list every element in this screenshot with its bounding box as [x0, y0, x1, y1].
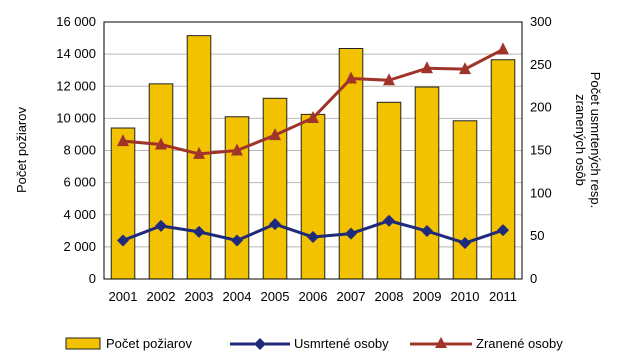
diamond-marker	[269, 218, 281, 231]
left-tick-label: 12 000	[56, 78, 96, 93]
legend-label-bars: Počet požiarov	[106, 336, 192, 351]
x-tick-label: 2005	[261, 289, 290, 304]
x-tick-label: 2011	[489, 289, 517, 304]
right-tick-label: 0	[530, 271, 537, 286]
x-tick-label: 2001	[109, 289, 138, 304]
legend-diamond-marker	[254, 338, 266, 350]
legend-item-injured: Zranené osoby	[410, 336, 563, 351]
diamond-marker	[345, 227, 357, 240]
bar	[452, 120, 478, 280]
right-tick-label: 200	[530, 100, 552, 115]
triangle-marker	[307, 110, 319, 123]
bar	[376, 101, 402, 280]
x-tick-label: 2006	[299, 289, 328, 304]
bar	[110, 127, 136, 280]
bar	[414, 86, 440, 280]
left-tick-label: 2 000	[63, 239, 96, 254]
right-tick-label: 150	[530, 143, 552, 158]
left-tick-label: 16 000	[56, 14, 96, 29]
x-tick-label: 2010	[451, 289, 480, 304]
right-axis-title-line-2: zranených osôb	[573, 94, 588, 186]
line-series	[117, 42, 509, 250]
left-axis-ticks: 0 2 000 4 000 6 000 8 000 10 000 12 000 14 000 1…	[56, 14, 96, 286]
legend: Počet požiarov Usmrtené osoby Zranené os…	[65, 336, 563, 351]
x-tick-label: 2002	[147, 289, 176, 304]
x-tick-label: 2009	[413, 289, 442, 304]
legend-item-bars: Počet požiarov	[65, 336, 192, 351]
triangle-marker	[231, 143, 243, 156]
x-tick-label: 2007	[337, 289, 366, 304]
x-axis-ticks: 2001 2002 2003 2004 2005 2006 2007 2008 2009 2010…	[109, 289, 517, 304]
diamond-marker	[459, 237, 471, 250]
diamond-marker	[497, 224, 509, 237]
right-tick-label: 50	[530, 228, 544, 243]
left-tick-label: 0	[89, 271, 96, 286]
triangle-marker	[497, 42, 509, 55]
plot-frame	[103, 21, 523, 280]
diamond-marker	[117, 234, 129, 247]
left-tick-label: 6 000	[63, 175, 96, 190]
legend-item-deaths: Usmrtené osoby	[230, 336, 389, 351]
diamond-marker	[307, 231, 319, 244]
x-tick-label: 2003	[185, 289, 214, 304]
diamond-marker	[383, 214, 395, 227]
left-axis-title: Počet požiarov	[14, 107, 29, 193]
diamond-marker	[421, 225, 433, 238]
bar	[148, 83, 174, 280]
triangle-marker	[269, 128, 281, 141]
right-tick-label: 250	[530, 57, 552, 72]
triangle-marker	[459, 62, 471, 75]
triangle-marker	[155, 137, 167, 150]
bar	[490, 59, 516, 280]
triangle-marker	[117, 134, 129, 147]
bar	[300, 113, 326, 280]
bar	[224, 116, 250, 280]
left-tick-label: 4 000	[63, 207, 96, 222]
triangle-marker	[345, 71, 357, 84]
right-axis-title: Počet usmrtených resp. zranených osôb	[573, 72, 603, 209]
right-axis-title-line-1: Počet usmrtených resp.	[588, 72, 603, 209]
legend-label-injured: Zranené osoby	[476, 336, 563, 351]
triangle-marker	[421, 61, 433, 74]
left-tick-label: 10 000	[56, 110, 96, 125]
diamond-marker	[231, 234, 243, 247]
diamond-marker	[193, 225, 205, 238]
x-tick-label: 2004	[223, 289, 252, 304]
legend-label-deaths: Usmrtené osoby	[294, 336, 389, 351]
left-tick-label: 14 000	[56, 46, 96, 61]
left-tick-label: 8 000	[63, 143, 96, 158]
right-tick-label: 100	[530, 185, 552, 200]
right-tick-label: 300	[530, 14, 552, 29]
legend-triangle-marker	[435, 337, 447, 348]
x-tick-label: 2008	[375, 289, 404, 304]
right-axis-ticks: 0 50 100 150 200 250 300	[530, 14, 552, 286]
diamond-marker	[155, 219, 167, 232]
triangle-marker	[193, 146, 205, 159]
bar	[262, 97, 288, 280]
legend-swatch-bars	[65, 337, 101, 350]
triangle-marker	[383, 73, 395, 86]
